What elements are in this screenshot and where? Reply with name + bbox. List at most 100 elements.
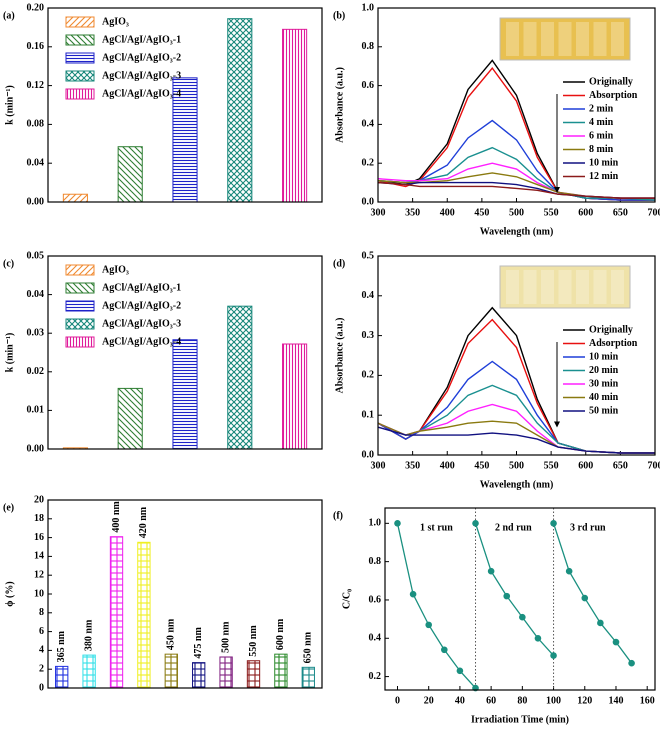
panel-label: (d)	[333, 258, 345, 269]
y-tick-label: 1.0	[362, 2, 375, 13]
x-tick-label: 120	[577, 695, 592, 706]
point	[394, 520, 401, 527]
vial	[506, 270, 519, 304]
legend-label: AgCl/AgI/AgIO₃-2	[102, 300, 181, 311]
bar	[56, 666, 68, 688]
panel-label: (f)	[333, 510, 343, 521]
point	[597, 620, 604, 627]
bar	[83, 655, 95, 688]
y-tick-label: 2	[39, 663, 44, 674]
vial	[541, 270, 554, 304]
legend-label: Originally	[589, 324, 633, 335]
legend-swatch	[66, 319, 94, 329]
x-axis-label: Wavelength (nm)	[480, 479, 554, 490]
y-tick-label: 0.1	[362, 409, 375, 420]
legend-label: 8 min	[589, 144, 614, 155]
bar	[247, 661, 259, 688]
x-tick-label: 300	[371, 460, 386, 471]
panel: (a)k (min⁻¹)0.000.040.080.120.160.20AgIO…	[3, 2, 322, 207]
y-tick-label: 0.0	[362, 196, 375, 207]
x-tick-label: 350	[405, 460, 420, 471]
x-tick-label: 20	[424, 695, 434, 706]
point	[628, 660, 635, 667]
point	[472, 520, 479, 527]
legend-label: AgIO₃	[102, 16, 129, 27]
legend-swatch	[66, 301, 94, 311]
vial	[594, 270, 607, 304]
bar-label: 650 nm	[303, 631, 314, 663]
panel-label: (c)	[3, 258, 14, 269]
x-tick-label: 700	[648, 207, 660, 218]
x-tick-label: 500	[509, 460, 524, 471]
legend-label: 50 min	[589, 405, 619, 416]
bar	[302, 667, 314, 688]
bar	[110, 537, 122, 688]
axes-frame	[385, 508, 655, 690]
y-tick-label: 4	[39, 645, 44, 656]
x-tick-label: 500	[509, 207, 524, 218]
y-tick-label: 0.05	[27, 250, 45, 261]
y-axis-label: ϕ (%)	[4, 581, 15, 606]
y-tick-label: 0.3	[362, 330, 375, 341]
bar-label: 450 nm	[166, 618, 177, 650]
legend-label: 2 min	[589, 103, 614, 114]
x-tick-label: 550	[544, 207, 559, 218]
bar	[63, 194, 87, 202]
y-tick-label: 1.0	[369, 518, 382, 529]
legend-swatch	[66, 53, 94, 63]
bar-label: 600 nm	[275, 618, 286, 650]
y-tick-label: 0.02	[27, 366, 45, 377]
y-tick-label: 10	[34, 588, 44, 599]
y-tick-label: 12	[34, 569, 44, 580]
arrow-head	[554, 422, 560, 428]
y-axis-label: C/C₀	[341, 589, 352, 609]
x-tick-label: 400	[440, 207, 455, 218]
panel-label: (b)	[333, 10, 345, 21]
x-tick-label: 600	[578, 207, 593, 218]
legend-label: 30 min	[589, 378, 619, 389]
y-tick-label: 0.6	[369, 594, 382, 605]
panel: (d)Absorbance (a.u.)Wavelength (nm)0.00.…	[333, 250, 660, 490]
legend-label: 6 min	[589, 130, 614, 141]
point	[441, 646, 448, 653]
vial	[506, 22, 519, 56]
legend-label: AgCl/AgI/AgIO₃-1	[102, 282, 181, 293]
y-tick-label: 18	[34, 513, 44, 524]
bar-label: 365 nm	[56, 630, 67, 662]
annotation: 1 st run	[420, 522, 453, 533]
point	[550, 520, 557, 527]
vial	[611, 22, 624, 56]
bar-label: 550 nm	[248, 625, 259, 657]
x-tick-label: 300	[371, 207, 386, 218]
bar	[283, 29, 307, 202]
legend-label: 10 min	[589, 157, 619, 168]
y-tick-label: 0.2	[369, 671, 382, 682]
panel: (b)Absorbance (a.u.)Wavelength (nm)0.00.…	[333, 2, 660, 237]
bar-label: 475 nm	[193, 627, 204, 659]
x-tick-label: 40	[455, 695, 465, 706]
vial	[594, 22, 607, 56]
x-axis-label: Wavelength (nm)	[480, 226, 554, 237]
bar-label: 380 nm	[83, 619, 94, 651]
annotation: 2 nd run	[495, 522, 532, 533]
y-tick-label: 0.03	[27, 327, 45, 338]
x-tick-label: 0	[395, 695, 400, 706]
bar	[283, 344, 307, 449]
legend-label: 40 min	[589, 392, 619, 403]
y-tick-label: 0.04	[27, 289, 45, 300]
y-tick-label: 0.0	[362, 449, 375, 460]
legend-label: AgCl/AgI/AgIO₃-3	[102, 70, 181, 81]
run-line	[554, 523, 632, 663]
y-axis-label: k (min⁻¹)	[4, 85, 15, 125]
y-tick-label: 6	[39, 626, 44, 637]
legend-label: AgCl/AgI/AgIO₃-1	[102, 34, 181, 45]
point	[581, 595, 588, 602]
legend-swatch	[66, 337, 94, 347]
legend-label: Absorption	[589, 90, 638, 101]
point	[410, 591, 417, 598]
x-axis-label: Irradiation Time (min)	[471, 714, 569, 725]
legend-label: AgCl/AgI/AgIO₃-4	[102, 336, 181, 347]
